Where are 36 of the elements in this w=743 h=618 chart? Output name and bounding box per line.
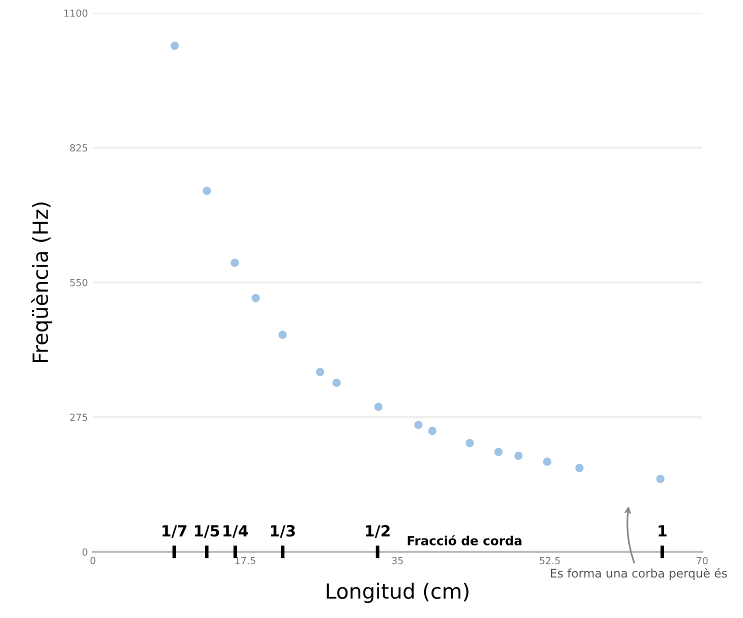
point — [278, 330, 287, 340]
point — [251, 294, 260, 302]
x2-tick-label: 1/7 — [162, 525, 186, 538]
x2-axis-title: Fracció de corda — [408, 535, 522, 546]
y-tick-label: 0 — [82, 548, 88, 556]
x-tick-label: 70 — [696, 556, 708, 564]
point — [202, 186, 212, 195]
point — [316, 368, 324, 376]
point — [514, 452, 523, 460]
x2-tick-label: 1/3 — [270, 525, 295, 538]
point — [332, 378, 341, 388]
y-tick-label: 550 — [70, 278, 88, 286]
point — [543, 458, 552, 466]
point — [428, 426, 436, 436]
x2-tick-label: 1/4 — [224, 525, 248, 538]
point — [656, 474, 665, 484]
x-tick-label: 17.5 — [235, 557, 256, 564]
y-tick-label: 825 — [70, 144, 88, 152]
x-tick-label: 0 — [90, 556, 96, 564]
x-tick-label: 35 — [392, 556, 403, 564]
point — [230, 258, 239, 267]
point — [575, 464, 584, 472]
x2-tick-label: 1/2 — [366, 525, 390, 538]
point — [494, 448, 503, 456]
x-tick-label: 52.5 — [540, 556, 560, 564]
y-axis-title: Freqüència (Hz) — [31, 202, 52, 362]
x-axis-title: Longitud (cm) — [326, 582, 468, 603]
y-tick-label: 1100 — [64, 9, 88, 17]
point — [466, 438, 474, 448]
x2-tick-label: 1 — [658, 525, 667, 536]
point — [170, 42, 179, 50]
y-tick-label: 275 — [70, 414, 88, 421]
point — [414, 420, 423, 430]
x2-tick-label: 1/5 — [195, 525, 220, 538]
text: Es forma una corba perquè és — [550, 568, 727, 580]
point — [374, 402, 383, 412]
